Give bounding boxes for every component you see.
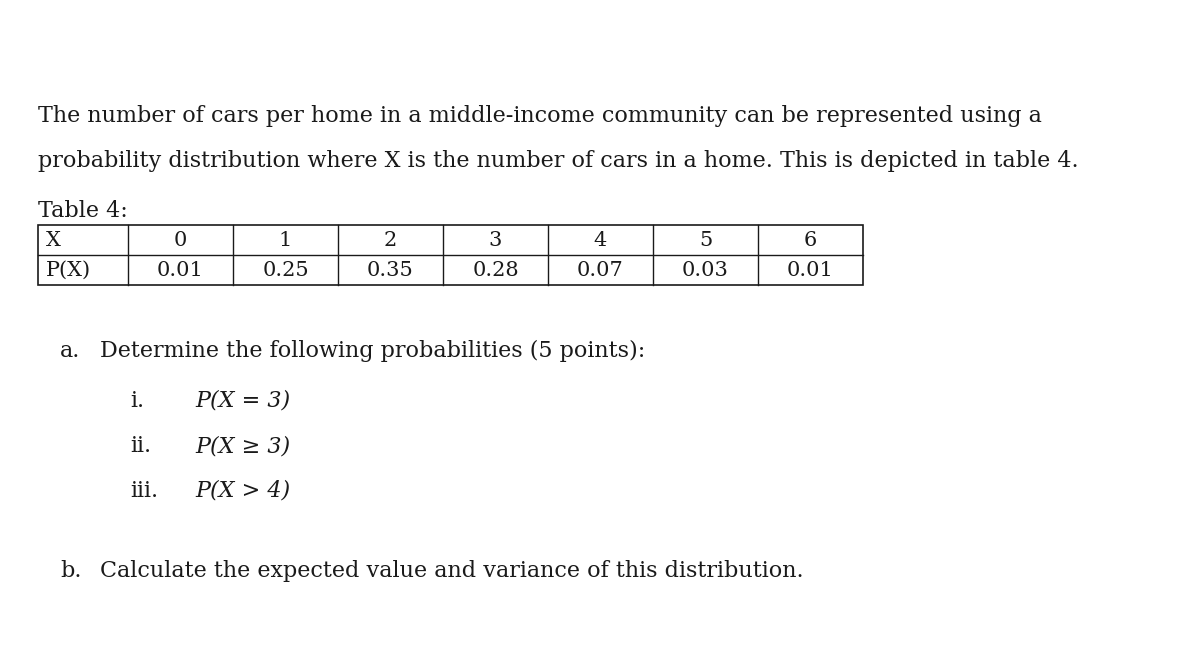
Text: 3: 3 [488, 231, 502, 250]
Text: 0.35: 0.35 [367, 260, 414, 280]
Text: 2: 2 [384, 231, 397, 250]
Bar [38, 225, 863, 285]
Text: 0.07: 0.07 [577, 260, 624, 280]
Text: P(X): P(X) [46, 260, 91, 280]
Text: iii.: iii. [130, 480, 158, 502]
Text: Determine the following probabilities (5 points):: Determine the following probabilities (5… [100, 340, 646, 362]
Text: 0.03: 0.03 [682, 260, 728, 280]
Text: 0.01: 0.01 [157, 260, 204, 280]
Text: 6: 6 [804, 231, 817, 250]
Text: 0.01: 0.01 [787, 260, 834, 280]
Text: P(X ≥ 3): P(X ≥ 3) [194, 435, 290, 457]
Text: i.: i. [130, 390, 144, 412]
Text: 0: 0 [174, 231, 187, 250]
Text: b.: b. [60, 560, 82, 582]
Text: 4: 4 [594, 231, 607, 250]
Text: X: X [46, 231, 61, 250]
Text: ii.: ii. [130, 435, 151, 457]
Text: 0.25: 0.25 [262, 260, 308, 280]
Text: Calculate the expected value and variance of this distribution.: Calculate the expected value and varianc… [100, 560, 804, 582]
Text: 0.28: 0.28 [472, 260, 518, 280]
Text: The number of cars per home in a middle-income community can be represented usin: The number of cars per home in a middle-… [38, 105, 1042, 127]
Text: Table 4:: Table 4: [38, 200, 127, 222]
Text: probability distribution where X is the number of cars in a home. This is depict: probability distribution where X is the … [38, 150, 1079, 172]
Text: 5: 5 [698, 231, 712, 250]
Text: P(X = 3): P(X = 3) [194, 390, 290, 412]
Text: 1: 1 [278, 231, 292, 250]
Text: a.: a. [60, 340, 80, 362]
Text: P(X > 4): P(X > 4) [194, 480, 290, 502]
